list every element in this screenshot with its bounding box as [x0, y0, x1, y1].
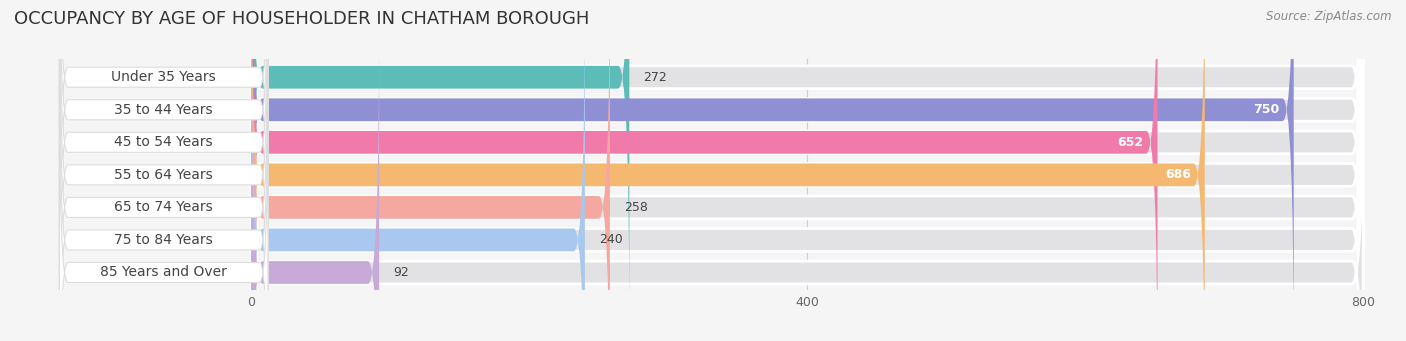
- FancyBboxPatch shape: [252, 0, 610, 341]
- FancyBboxPatch shape: [252, 24, 380, 341]
- FancyBboxPatch shape: [252, 0, 1294, 341]
- Text: 240: 240: [599, 234, 623, 247]
- Text: 272: 272: [643, 71, 666, 84]
- FancyBboxPatch shape: [252, 0, 1364, 341]
- Text: OCCUPANCY BY AGE OF HOUSEHOLDER IN CHATHAM BOROUGH: OCCUPANCY BY AGE OF HOUSEHOLDER IN CHATH…: [14, 10, 589, 28]
- Text: 55 to 64 Years: 55 to 64 Years: [114, 168, 214, 182]
- Text: Under 35 Years: Under 35 Years: [111, 70, 217, 84]
- Text: 45 to 54 Years: 45 to 54 Years: [114, 135, 214, 149]
- FancyBboxPatch shape: [59, 0, 269, 295]
- FancyBboxPatch shape: [252, 0, 1157, 341]
- FancyBboxPatch shape: [252, 0, 1364, 341]
- Text: 686: 686: [1166, 168, 1191, 181]
- Text: 258: 258: [624, 201, 648, 214]
- FancyBboxPatch shape: [252, 0, 1364, 341]
- FancyBboxPatch shape: [252, 0, 585, 341]
- FancyBboxPatch shape: [59, 0, 269, 263]
- Text: 75 to 84 Years: 75 to 84 Years: [114, 233, 214, 247]
- Text: 92: 92: [394, 266, 409, 279]
- FancyBboxPatch shape: [252, 0, 1364, 341]
- FancyBboxPatch shape: [252, 24, 1364, 341]
- Text: 35 to 44 Years: 35 to 44 Years: [114, 103, 214, 117]
- FancyBboxPatch shape: [252, 0, 1205, 341]
- FancyBboxPatch shape: [59, 0, 269, 341]
- FancyBboxPatch shape: [252, 0, 630, 326]
- FancyBboxPatch shape: [59, 22, 269, 341]
- FancyBboxPatch shape: [59, 87, 269, 341]
- Text: 65 to 74 Years: 65 to 74 Years: [114, 201, 214, 214]
- FancyBboxPatch shape: [59, 55, 269, 341]
- FancyBboxPatch shape: [59, 0, 269, 328]
- Text: Source: ZipAtlas.com: Source: ZipAtlas.com: [1267, 10, 1392, 23]
- Text: 652: 652: [1118, 136, 1143, 149]
- Text: 750: 750: [1254, 103, 1279, 116]
- Text: 85 Years and Over: 85 Years and Over: [100, 266, 228, 280]
- FancyBboxPatch shape: [252, 0, 1364, 341]
- FancyBboxPatch shape: [252, 0, 1364, 326]
